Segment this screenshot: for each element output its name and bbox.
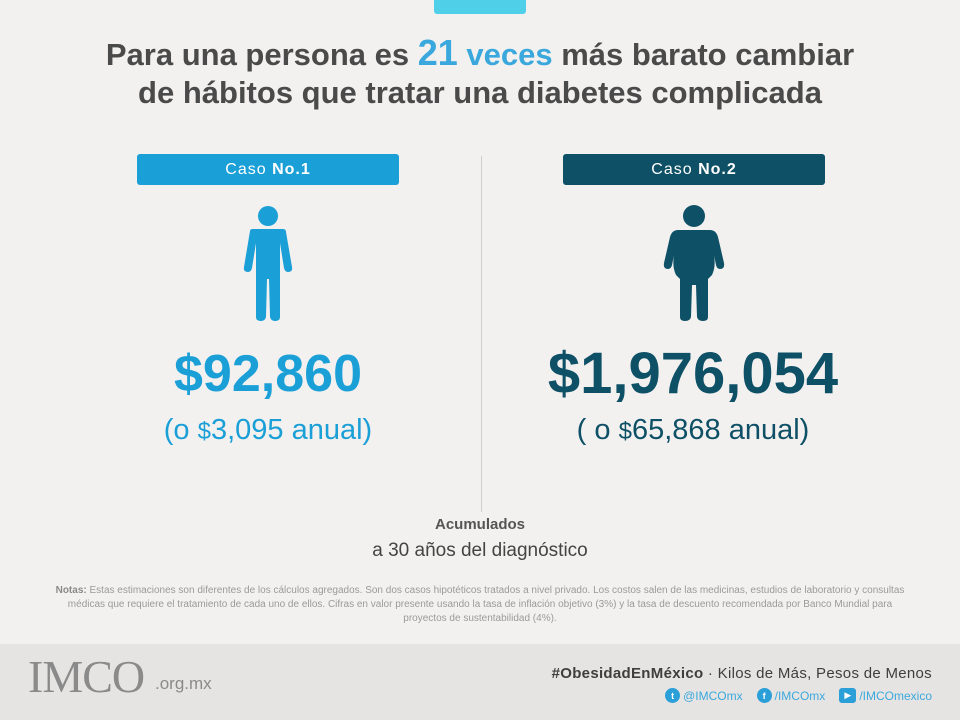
facebook-icon: f — [756, 688, 772, 703]
case-1-annual-value: 3,095 anual) — [210, 414, 373, 446]
twitter-icon: t — [665, 688, 681, 703]
case-2-label: Caso No.2 — [563, 154, 825, 185]
tagline: · Kilos de Más, Pesos de Menos — [703, 665, 932, 682]
hashtag-line: #ObesidadEnMéxico · Kilos de Más, Pesos … — [552, 665, 932, 682]
case-1-amount: $92,860 — [174, 345, 362, 403]
case-1-annual-symbol: $ — [197, 418, 211, 445]
case-2-annual-symbol: $ — [618, 418, 632, 445]
footer-bar — [0, 644, 960, 720]
accumulated-title: Acumulados — [434, 516, 525, 533]
logo-domain: .org.mx — [155, 674, 212, 693]
notes: Notas: Estas estimaciones son diferentes… — [55, 584, 905, 626]
title-line2: de hábitos que tratar una diabetes compl… — [138, 75, 822, 110]
case-2-number: No.2 — [698, 161, 737, 178]
title-highlight-number: 21 — [417, 32, 458, 73]
twitter-handle: @IMCOmx — [683, 688, 743, 703]
youtube-icon: ▶ — [839, 688, 857, 703]
hashtag: #ObesidadEnMéxico — [551, 665, 704, 682]
case-1-annual: (o $3,095 anual) — [127, 414, 409, 447]
notes-label: Notas: — [55, 585, 87, 596]
notes-text: Estas estimaciones son diferentes de los… — [67, 585, 905, 624]
title-part1: Para una persona es — [105, 37, 418, 72]
center-divider — [481, 156, 482, 512]
slim-person-icon — [243, 206, 293, 321]
title-part2: más barato cambiar — [552, 37, 855, 72]
youtube-handle: /IMCOmexico — [859, 688, 932, 703]
case-2-annual-value: 65,868 anual) — [631, 414, 810, 446]
case-1-label-text: Caso — [225, 161, 273, 178]
case-2-annual-prefix: ( o — [576, 414, 619, 446]
page-title: Para una persona es 21 veces más barato … — [40, 34, 920, 112]
case-1-label: Caso No.1 — [137, 154, 399, 185]
case-2-label-text: Caso — [651, 161, 699, 178]
top-accent-tab — [434, 0, 526, 14]
social-links: t @IMCOmx f /IMCOmx ▶ /IMCOmexico — [665, 688, 932, 703]
heavy-person-icon — [663, 205, 725, 321]
case-2-annual: ( o $65,868 anual) — [513, 414, 873, 447]
facebook-handle: /IMCOmx — [774, 688, 826, 703]
case-1-number: No.1 — [272, 161, 311, 178]
case-2-amount: $1,976,054 — [547, 341, 839, 406]
youtube-link[interactable]: ▶ /IMCOmexico — [839, 688, 932, 703]
facebook-link[interactable]: f /IMCOmx — [756, 688, 826, 703]
imco-logo[interactable]: IMCO — [28, 651, 145, 702]
accumulated-subtitle: a 30 años del diagnóstico — [372, 540, 588, 561]
case-1-annual-prefix: (o — [163, 414, 198, 446]
twitter-link[interactable]: t @IMCOmx — [665, 688, 743, 703]
title-highlight-word: veces — [457, 37, 553, 72]
